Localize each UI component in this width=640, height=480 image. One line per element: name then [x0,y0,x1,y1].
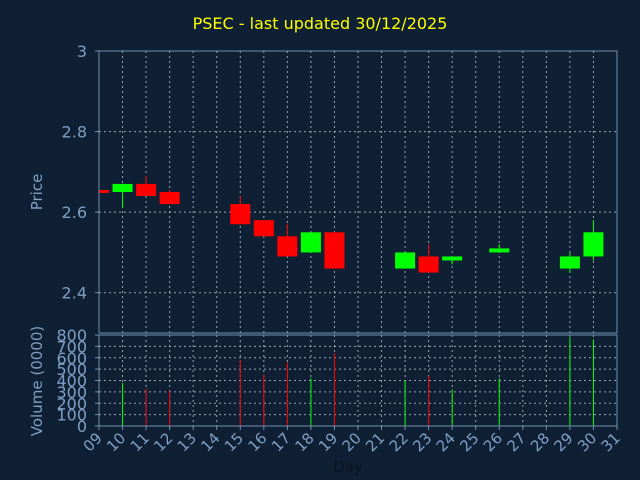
price-tick-label: 2.4 [62,284,87,303]
price-panel-frame [98,50,618,334]
candle-body [230,204,251,225]
x-tick-label: 12 [150,429,176,455]
volume-bars [122,337,594,426]
x-tick-label: 26 [480,429,506,455]
volume-tick-label: 400 [56,372,87,391]
volume-tick-label: 700 [56,337,87,356]
candle-body [324,232,345,269]
volume-tick-label: 600 [56,349,87,368]
candle-body [559,256,580,269]
price-axis-label: Price [28,174,46,211]
chart-title: PSEC - last updated 30/12/2025 [192,14,448,33]
candle-body [583,232,604,257]
x-tick-label: 22 [386,429,412,455]
price-y-ticks: 2.4 2.6 2.8 3 [62,42,99,303]
volume-tick-label: 200 [56,394,87,413]
x-tick-label: 16 [244,429,270,455]
candle-body [159,192,180,205]
x-tick-label: 11 [127,429,153,455]
volume-tick-label: 300 [56,383,87,402]
candle-body [442,256,463,261]
price-grid [99,51,617,333]
x-tick-label: 13 [174,429,200,455]
x-tick-label: 29 [551,429,577,455]
x-tick-label: 28 [527,429,553,455]
x-tick-label: 18 [292,429,318,455]
price-candles [98,175,604,273]
x-tick-label: 30 [574,429,600,455]
x-tick-label: 31 [598,429,624,455]
volume-tick-label: 100 [56,406,87,425]
x-tick-label: 27 [503,429,529,455]
price-tick-label: 2.6 [62,203,87,222]
x-tick-label: 15 [221,429,247,455]
volume-axis-label: Volume (0000) [28,326,46,436]
price-tick-label: 3 [77,42,87,61]
x-tick-label: 23 [409,429,435,455]
candle-body [277,236,298,257]
candle-body [395,252,416,269]
x-tick-label: 19 [315,429,341,455]
volume-tick-label: 800 [56,326,87,345]
volume-grid [99,335,617,426]
candle-body [112,183,133,192]
volume-tick-label: 500 [56,360,87,379]
x-tick-label: 24 [433,429,459,455]
x-tick-label: 17 [268,429,294,455]
volume-tick-label: 0 [77,417,87,436]
x-ticks: 0910111213141516171819202122232425262728… [80,426,624,455]
candle-body [253,220,274,237]
x-tick-label: 20 [339,429,365,455]
candle-body [136,183,157,197]
x-tick-label: 21 [362,429,388,455]
x-tick-label: 14 [197,429,223,455]
x-axis-label: Day [333,458,363,476]
candle-body [489,248,510,253]
price-tick-label: 2.8 [62,123,87,142]
x-tick-label: 10 [103,429,129,455]
candle-body [99,189,109,193]
candle-body [418,256,439,273]
candle-body [300,232,321,253]
x-tick-label: 25 [456,429,482,455]
